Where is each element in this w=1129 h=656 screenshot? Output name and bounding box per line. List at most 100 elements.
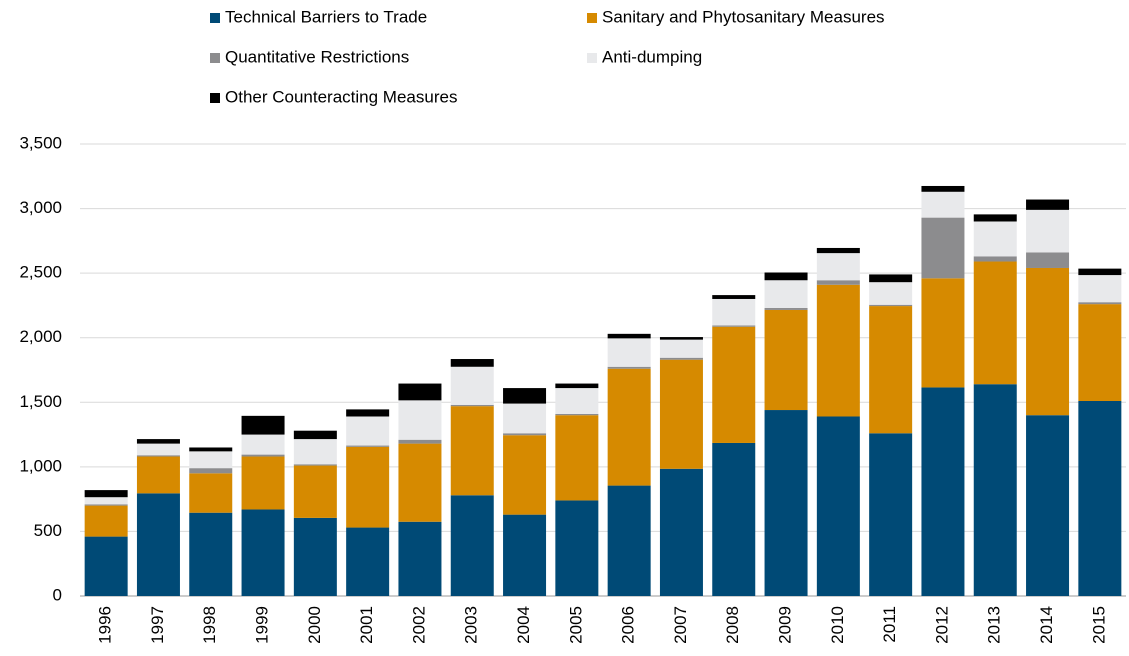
- bar-segment: [607, 333, 651, 339]
- bar-segment: [869, 433, 913, 596]
- bar-segment: [869, 274, 913, 283]
- x-tick-label: 2002: [409, 606, 428, 644]
- bar-segment: [189, 473, 233, 513]
- x-tick-label: 2003: [462, 606, 481, 644]
- bar-segment: [764, 410, 808, 596]
- y-tick-label: 1,000: [19, 456, 62, 475]
- bar-segment: [712, 326, 756, 443]
- y-tick-label: 3,500: [19, 133, 62, 152]
- bar-segment: [869, 304, 913, 307]
- x-tick-label: 2004: [514, 606, 533, 644]
- x-tick-label: 2010: [828, 606, 847, 644]
- bar-segment: [921, 185, 965, 192]
- bar-segment: [659, 357, 703, 360]
- bar-segment: [659, 337, 703, 340]
- bar-segment: [398, 400, 442, 440]
- bar-segment: [1026, 415, 1070, 596]
- y-tick-label: 3,000: [19, 198, 62, 217]
- bar-segment: [241, 434, 285, 455]
- bar-segment: [503, 433, 547, 436]
- bar-segment: [293, 465, 337, 518]
- bar-segment: [712, 442, 756, 596]
- bar-segment: [607, 366, 651, 369]
- bar-segment: [607, 338, 651, 367]
- legend-swatch: [210, 13, 220, 23]
- bar-segment: [189, 447, 233, 452]
- bar-segment: [136, 439, 180, 444]
- legend-swatch: [587, 53, 597, 63]
- bar-segment: [189, 468, 233, 474]
- bar-segment: [450, 404, 494, 407]
- bar-segment: [764, 280, 808, 309]
- bar-segment: [398, 383, 442, 401]
- bar-segment: [503, 403, 547, 434]
- bar-segment: [555, 388, 599, 414]
- bar-segment: [607, 368, 651, 486]
- bar-segment: [136, 443, 180, 456]
- bar-segment: [503, 388, 547, 404]
- bar-segment: [659, 339, 703, 358]
- legend-swatch: [210, 93, 220, 103]
- y-tick-label: 500: [34, 521, 62, 540]
- bar-segment: [293, 430, 337, 440]
- bar-segment: [241, 456, 285, 510]
- bar-segment: [921, 278, 965, 388]
- bar-segment: [346, 527, 390, 596]
- x-tick-label: 2001: [357, 606, 376, 644]
- x-tick-label: 1996: [96, 606, 115, 644]
- x-tick-label: 2006: [619, 606, 638, 644]
- bar-segment: [712, 295, 756, 299]
- bar-segment: [816, 284, 860, 417]
- x-tick-label: 1998: [200, 606, 219, 644]
- legend-label: Other Counteracting Measures: [225, 87, 457, 106]
- bar-segment: [764, 272, 808, 281]
- bar-segment: [921, 387, 965, 596]
- y-tick-label: 0: [53, 585, 62, 604]
- bar-segment: [973, 384, 1017, 596]
- x-tick-label: 1997: [148, 606, 167, 644]
- bar-segment: [450, 495, 494, 596]
- bar-segment: [398, 521, 442, 596]
- bar-segment: [973, 214, 1017, 222]
- x-tick-label: 2000: [305, 606, 324, 644]
- bar-segment: [293, 517, 337, 596]
- y-tick-label: 1,500: [19, 392, 62, 411]
- bar-segment: [84, 497, 128, 505]
- bar-segment: [84, 504, 128, 506]
- legend-swatch: [587, 13, 597, 23]
- x-tick-label: 2009: [776, 606, 795, 644]
- bar-segment: [1078, 275, 1122, 303]
- bar-segment: [293, 439, 337, 465]
- x-tick-label: 2008: [723, 606, 742, 644]
- bar-segment: [450, 366, 494, 405]
- bar-segment: [973, 261, 1017, 385]
- bar-segment: [450, 359, 494, 367]
- bar-segment: [136, 493, 180, 596]
- bar-segment: [241, 415, 285, 435]
- bar-segment: [1078, 302, 1122, 305]
- x-tick-label: 2007: [671, 606, 690, 644]
- bar-segment: [1078, 304, 1122, 401]
- bar-segment: [869, 306, 913, 434]
- bar-segment: [1026, 267, 1070, 416]
- bar-segment: [84, 505, 128, 537]
- bar-segment: [503, 514, 547, 596]
- bar-segment: [973, 256, 1017, 262]
- bar-segment: [921, 217, 965, 279]
- bar-segment: [555, 413, 599, 416]
- bar-segment: [764, 308, 808, 310]
- x-tick-label: 1999: [253, 606, 272, 644]
- bar-segment: [921, 191, 965, 218]
- bar-segment: [241, 509, 285, 596]
- bar-segment: [189, 451, 233, 469]
- bar-segment: [1078, 400, 1122, 596]
- legend-label: Sanitary and Phytosanitary Measures: [602, 7, 885, 26]
- bar-segment: [84, 536, 128, 596]
- legend-label: Anti-dumping: [602, 47, 702, 66]
- bar-segment: [241, 454, 285, 457]
- x-tick-label: 2005: [566, 606, 585, 644]
- legend-swatch: [210, 53, 220, 63]
- bar-segment: [346, 416, 390, 446]
- bar-segment: [503, 435, 547, 515]
